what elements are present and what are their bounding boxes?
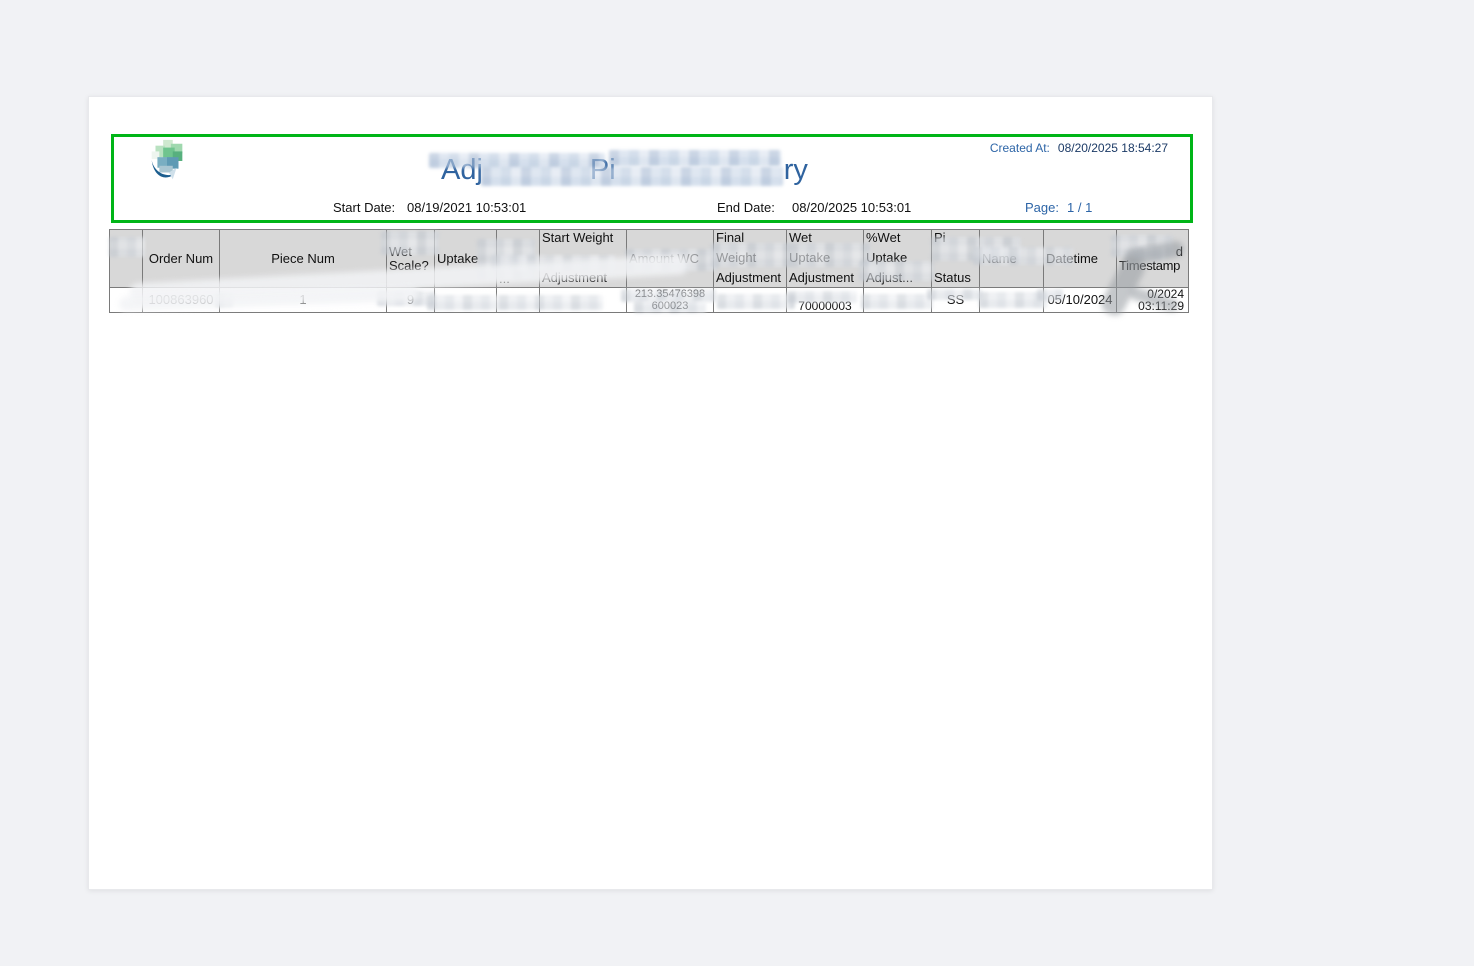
redaction-blur: [621, 289, 716, 302]
header-label: Datetime: [1046, 251, 1114, 266]
cell-pct-wet-uptake-adjustment: [863, 287, 932, 313]
company-logo-icon: [151, 139, 183, 180]
cell-name: [979, 287, 1044, 313]
page-label: Page:: [1025, 200, 1059, 215]
cell-value: 213.35476398: [629, 289, 711, 301]
cell-value: SS: [934, 293, 977, 306]
col-header-pct-wet-uptake-adjustment: %Wet Uptake Adjust...: [863, 229, 932, 288]
end-date-value: 08/20/2025 10:53:01: [792, 200, 912, 215]
redaction-blur: [609, 150, 781, 166]
header-label: Final: [716, 230, 745, 245]
redaction-blur: [429, 153, 605, 168]
col-header-order-num: Order Num: [142, 229, 220, 288]
redaction-blur: [979, 292, 1047, 308]
header-label: Status: [934, 270, 971, 285]
cell-piece-status: SS: [931, 287, 980, 313]
header-label: Order Num: [148, 250, 214, 266]
title-fragment-2: Pi: [590, 154, 616, 187]
end-date-label: End Date:: [717, 200, 775, 215]
header-label: Adjustment: [789, 270, 855, 285]
title-fragment-1: Adj: [441, 154, 483, 186]
redaction-blur: [381, 231, 439, 255]
redaction-blur: [927, 289, 982, 300]
redaction-blur: [1037, 289, 1063, 301]
header-label: Wet: [389, 244, 432, 259]
created-at: Created At: 08/20/2025 18:54:27: [990, 141, 1168, 155]
header-label: Piece Num: [271, 250, 335, 266]
redaction-blur: [973, 247, 1073, 265]
col-header-redacted-col: [109, 229, 143, 288]
redaction-blur: [931, 237, 1021, 261]
header-label: Pi: [934, 231, 977, 245]
redaction-blur: [859, 261, 934, 281]
cell-final-weight-adjustment: [713, 287, 787, 313]
start-date-value: 08/19/2021 10:53:01: [407, 200, 527, 215]
redaction-blur: [789, 243, 871, 267]
redaction-blur: [109, 237, 145, 257]
report-page: Created At: 08/20/2025 18:54:27 Adj Pi ry S…: [88, 96, 1213, 890]
header-label: Start Weight: [542, 230, 614, 245]
header-label: Adjust...: [866, 271, 929, 285]
header-label: Uptake: [437, 250, 479, 266]
redaction-blur: [861, 294, 933, 309]
cell-value: 0/2024: [1147, 287, 1184, 301]
redaction-blur: [787, 291, 857, 303]
redaction-blur: [481, 167, 783, 186]
page-value: 1 / 1: [1067, 200, 1093, 215]
cell-value: 70000003: [798, 299, 852, 313]
col-header-datetime: Datetime: [1043, 229, 1117, 288]
col-header-name: Name: [979, 229, 1044, 288]
header-label: Uptake: [866, 250, 908, 265]
cell-value: 600023: [629, 300, 711, 312]
created-at-label: Created At:: [989, 141, 1050, 155]
created-at-value: 08/20/2025 18:54:27: [1057, 141, 1168, 155]
report-header: Created At: 08/20/2025 18:54:27 Adj Pi ry S…: [111, 134, 1193, 223]
redaction-blur: [427, 295, 603, 310]
header-label: Weight: [716, 251, 784, 265]
header-label: Name: [982, 251, 1041, 266]
cell-start-weight-adjustment: [539, 287, 627, 313]
redaction-blur: [711, 243, 791, 267]
header-label: Adjustment: [716, 270, 782, 285]
col-header-final-weight-adjustment: Final Weight Adjustment: [713, 229, 787, 288]
cell-uptake: [434, 287, 497, 313]
redaction-blur: [717, 294, 795, 309]
header-label: Wet: [789, 230, 812, 245]
header-label: Uptake: [789, 251, 861, 265]
redaction-blur: [634, 301, 706, 313]
title-fragment-3: ry: [783, 154, 808, 186]
start-date-label: Start Date:: [333, 200, 396, 215]
header-label: %Wet: [866, 230, 901, 245]
report-title: Adj Pi ry: [441, 154, 808, 192]
cell-amount-wc: 213.35476398600023: [626, 287, 714, 313]
cell-value: 05/10/2024: [1047, 292, 1113, 307]
